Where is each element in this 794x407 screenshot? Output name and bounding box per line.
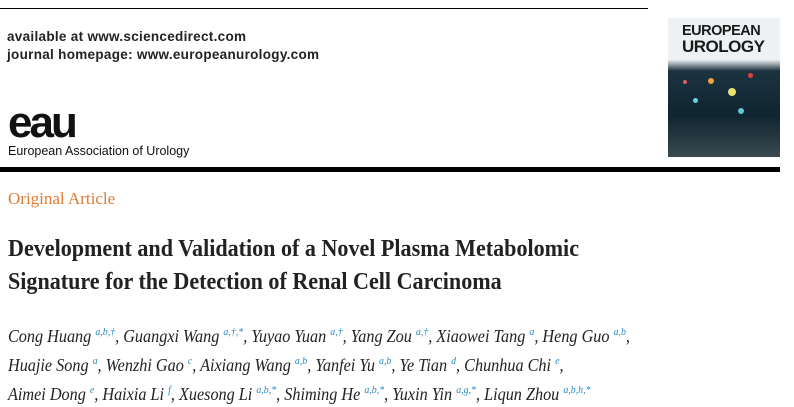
- author-affiliation[interactable]: a,b,*: [256, 384, 277, 396]
- title-line: Development and Validation of a Novel Pl…: [8, 236, 580, 262]
- author: Wenzhi Gao c,: [105, 355, 201, 375]
- author-affiliation[interactable]: e: [555, 355, 560, 367]
- author-name: Cong Huang: [8, 326, 96, 346]
- author-affiliation[interactable]: c: [187, 355, 193, 367]
- author-list: Cong Huang a,b,†, Guangxi Wang a,†,*, Yu…: [8, 320, 728, 407]
- header-bar: [0, 167, 780, 172]
- author-name: Huajie Song: [8, 355, 93, 375]
- author-name: Yuyao Yuan: [251, 326, 331, 346]
- cover-dot: [748, 73, 753, 78]
- author-affiliation[interactable]: a,b,†: [95, 326, 116, 338]
- article-title: Development and Validation of a Novel Pl…: [8, 233, 726, 299]
- author: Yuxin Yin a,g,*,: [392, 384, 485, 404]
- author: Haixia Li f,: [102, 384, 179, 404]
- author-affiliation[interactable]: d: [451, 355, 457, 367]
- cover-dot: [683, 80, 687, 84]
- author: Yang Zou a,†,: [350, 326, 437, 346]
- article-type: Original Article: [8, 189, 116, 208]
- author: Yuyao Yuan a,†,: [251, 326, 351, 346]
- eau-logo: eau European Association of Urology: [8, 98, 190, 159]
- author: Cong Huang a,b,†,: [8, 326, 124, 346]
- top-rule: [0, 8, 648, 9]
- author: Ye Tian d,: [399, 355, 465, 375]
- author-name: Xiaowei Tang: [436, 326, 530, 346]
- author: Xiaowei Tang a,: [436, 326, 543, 346]
- cover-dot: [738, 108, 744, 114]
- author-name: Shiming He: [284, 384, 365, 404]
- author-name: Yang Zou: [350, 326, 416, 346]
- eau-logo-mark: eau: [8, 98, 78, 147]
- author-affiliation[interactable]: a,b: [378, 355, 392, 367]
- cover-title-line: UROLOGY: [682, 37, 765, 56]
- available-at: available at www.sciencedirect.com: [7, 29, 247, 44]
- author-name: Wenzhi Gao: [105, 355, 188, 375]
- author: Liqun Zhou a,b,h,*: [484, 384, 590, 404]
- author-affiliation[interactable]: a,b: [613, 326, 626, 338]
- cover-dot: [708, 78, 714, 84]
- journal-cover-image: EUROPEAN UROLOGY: [668, 18, 780, 157]
- cover-dot: [728, 88, 736, 96]
- author-name: Aixiang Wang: [200, 355, 295, 375]
- cover-title: EUROPEAN UROLOGY: [682, 23, 765, 56]
- author: Xuesong Li a,b,*,: [178, 384, 285, 404]
- author-name: Liqun Zhou: [484, 384, 564, 404]
- author: Aixiang Wang a,b,: [200, 355, 316, 375]
- author: Chunhua Chi e,: [464, 355, 564, 375]
- author-name: Haixia Li: [102, 384, 169, 404]
- author-name: Xuesong Li: [178, 384, 257, 404]
- author-affiliation[interactable]: f: [168, 384, 171, 396]
- author-affiliation[interactable]: a,b,*: [364, 384, 385, 396]
- journal-homepage: journal homepage: www.europeanurology.co…: [7, 47, 320, 62]
- author: Shiming He a,b,*,: [284, 384, 393, 404]
- author-name: Guangxi Wang: [123, 326, 224, 346]
- author-affiliation[interactable]: a,†: [415, 326, 429, 338]
- author-affiliation[interactable]: a,†,*: [223, 326, 244, 338]
- author-affiliation[interactable]: a: [529, 326, 535, 338]
- author: Huajie Song a,: [8, 355, 106, 375]
- author-name: Yuxin Yin: [392, 384, 457, 404]
- author-name: Heng Guo: [542, 326, 614, 346]
- author-name: Ye Tian: [399, 355, 452, 375]
- author-affiliation[interactable]: a: [92, 355, 98, 367]
- cover-title-line: EUROPEAN: [682, 23, 761, 39]
- author-affiliation[interactable]: e: [89, 384, 95, 396]
- author-affiliation[interactable]: a,b: [294, 355, 308, 367]
- author-affiliation[interactable]: a,g,*: [456, 384, 476, 396]
- author-name: Aimei Dong: [8, 384, 90, 404]
- author: Heng Guo a,b,: [542, 326, 630, 346]
- author: Yanfei Yu a,b,: [315, 355, 400, 375]
- author-affiliation[interactable]: a,b,h,*: [563, 384, 591, 396]
- author: Guangxi Wang a,†,*,: [123, 326, 252, 346]
- journal-links: available at www.sciencedirect.com journ…: [7, 28, 319, 64]
- eau-logo-text: European Association of Urology: [8, 144, 190, 158]
- author-affiliation[interactable]: a,†: [330, 326, 343, 338]
- title-line: Signature for the Detection of Renal Cel…: [8, 269, 502, 295]
- cover-dot: [693, 98, 698, 103]
- author: Aimei Dong e,: [8, 384, 103, 404]
- author-name: Yanfei Yu: [315, 355, 379, 375]
- author-name: Chunhua Chi: [464, 355, 556, 375]
